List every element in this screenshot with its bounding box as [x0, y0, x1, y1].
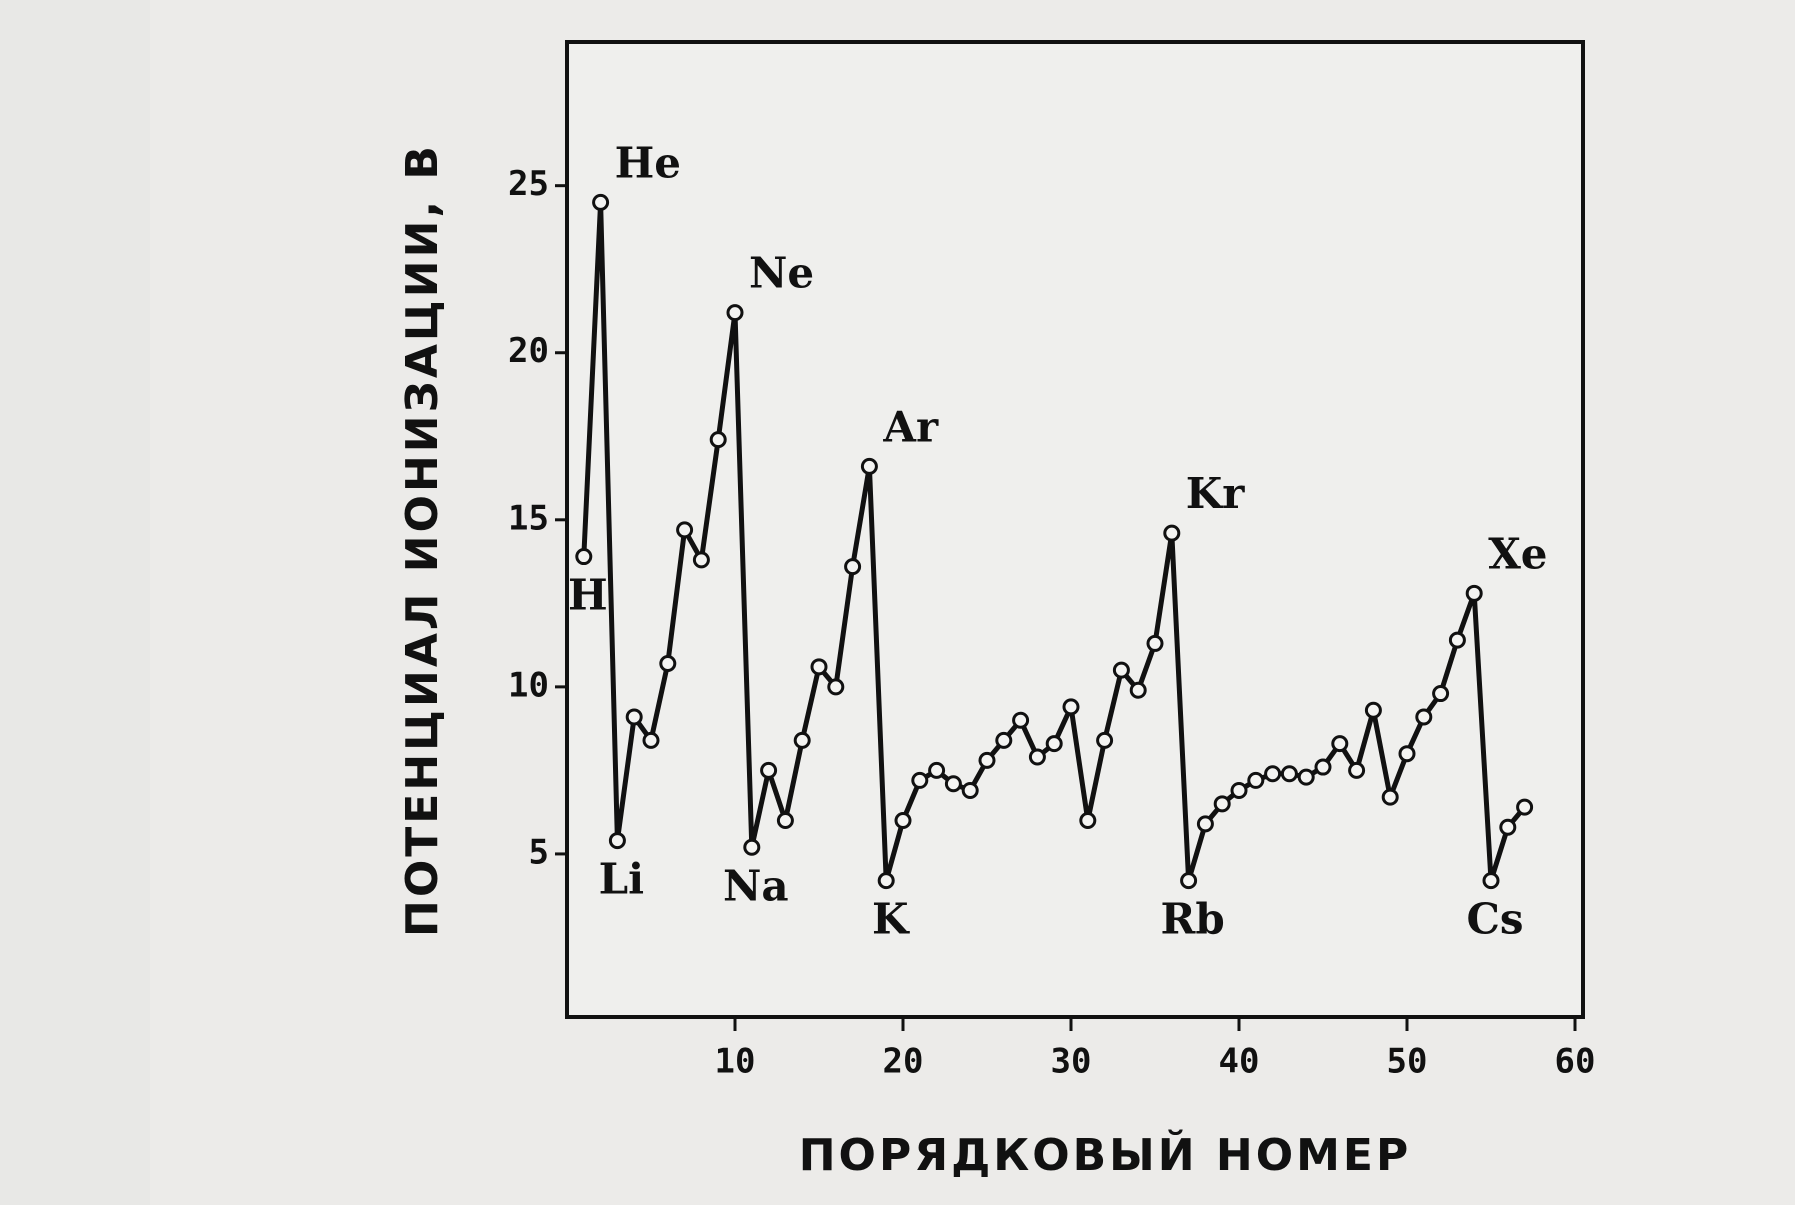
data-point	[709, 431, 727, 449]
x-tick-label: 60	[1555, 1042, 1596, 1082]
data-point	[1045, 735, 1063, 753]
element-label: Xe	[1488, 529, 1547, 578]
data-point	[1499, 818, 1517, 836]
data-point	[692, 551, 710, 569]
data-point	[1364, 701, 1382, 719]
x-tick-label: 10	[715, 1042, 756, 1082]
data-point	[810, 658, 828, 676]
x-tick-label: 30	[1051, 1042, 1092, 1082]
data-point	[944, 775, 962, 793]
data-point	[1415, 708, 1433, 726]
x-axis-label: ПОРЯДКОВЫЙ НОМЕР	[799, 1128, 1412, 1181]
data-point	[827, 678, 845, 696]
data-point	[995, 731, 1013, 749]
data-point	[676, 521, 694, 539]
data-point	[726, 304, 744, 322]
data-point	[592, 193, 610, 211]
x-tick-label: 40	[1219, 1042, 1260, 1082]
data-point	[1331, 735, 1349, 753]
data-point	[1398, 745, 1416, 763]
data-point	[1348, 761, 1366, 779]
data-point	[1129, 681, 1147, 699]
data-point	[743, 838, 761, 856]
element-label: Kr	[1186, 469, 1246, 518]
element-label: He	[615, 138, 681, 187]
data-point	[1079, 812, 1097, 830]
data-point	[575, 548, 593, 566]
data-point	[608, 832, 626, 850]
data-point	[1096, 731, 1114, 749]
data-point	[1196, 815, 1214, 833]
data-point	[860, 457, 878, 475]
element-label: Cs	[1466, 895, 1523, 944]
data-point	[659, 654, 677, 672]
data-point	[625, 708, 643, 726]
x-tick-label: 50	[1387, 1042, 1428, 1082]
data-point	[1163, 524, 1181, 542]
data-point	[776, 812, 794, 830]
data-point	[1247, 771, 1265, 789]
data-point	[978, 751, 996, 769]
element-label: Ar	[882, 402, 939, 451]
data-point	[1146, 634, 1164, 652]
element-label: Ne	[749, 249, 814, 298]
data-point	[911, 771, 929, 789]
data-point	[1264, 765, 1282, 783]
data-point	[793, 731, 811, 749]
element-label: K	[872, 895, 910, 944]
y-tick-label: 10	[508, 665, 549, 705]
y-tick-label: 20	[508, 331, 549, 371]
data-point	[961, 781, 979, 799]
element-label: Li	[599, 855, 645, 904]
element-label: Na	[723, 861, 789, 910]
data-point	[1482, 872, 1500, 890]
data-point	[1314, 758, 1332, 776]
data-point	[1280, 765, 1298, 783]
data-point	[1465, 584, 1483, 602]
element-label: H	[568, 571, 608, 620]
x-tick-label: 20	[883, 1042, 924, 1082]
y-tick-label: 15	[508, 498, 549, 538]
data-point	[877, 872, 895, 890]
data-point	[1062, 698, 1080, 716]
data-point	[1516, 798, 1534, 816]
data-point	[1213, 795, 1231, 813]
data-point	[1448, 631, 1466, 649]
data-point	[928, 761, 946, 779]
data-point	[1381, 788, 1399, 806]
data-point	[1012, 711, 1030, 729]
data-point	[1112, 661, 1130, 679]
data-point	[844, 558, 862, 576]
data-point	[760, 761, 778, 779]
data-point	[642, 731, 660, 749]
data-point	[894, 812, 912, 830]
data-point	[1432, 685, 1450, 703]
data-point	[1297, 768, 1315, 786]
data-point	[1180, 872, 1198, 890]
data-point	[1028, 748, 1046, 766]
y-tick-label: 5	[529, 832, 549, 872]
plot-frame	[565, 40, 1585, 1019]
y-tick-label: 25	[508, 164, 549, 204]
element-label: Rb	[1160, 895, 1224, 944]
data-point	[1230, 781, 1248, 799]
y-axis-label: ПОТЕНЦИАЛ ИОНИЗАЦИИ, В	[397, 143, 448, 937]
